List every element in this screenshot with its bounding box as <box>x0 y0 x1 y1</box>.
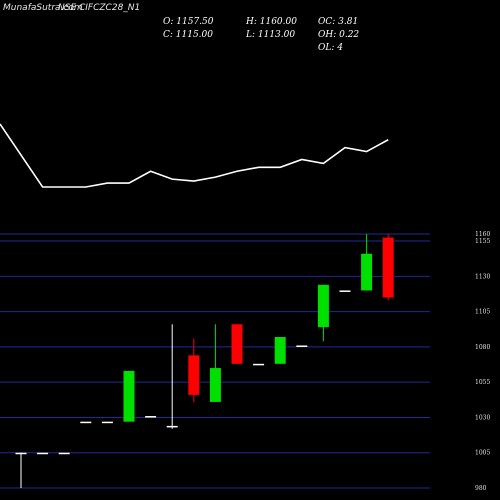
candle-body <box>145 416 157 418</box>
candle-body <box>274 337 286 364</box>
candle <box>58 452 70 455</box>
y-tick-label: 1160 <box>475 231 490 238</box>
candle-body <box>80 421 92 424</box>
candles <box>15 234 394 488</box>
candle <box>296 345 308 347</box>
watermark: MunafaSutra.com <box>3 3 83 13</box>
candle-body <box>101 421 113 424</box>
candle <box>274 337 286 364</box>
y-tick-label: 1030 <box>475 414 490 421</box>
ohlc-high: H: 1160.00 <box>245 17 297 27</box>
candle-body <box>37 452 49 455</box>
y-tick-label: 1005 <box>475 450 490 457</box>
y-tick-label: 1055 <box>475 379 490 386</box>
ohlc-open: O: 1157.50 <box>163 17 214 27</box>
y-tick-label: 1105 <box>475 309 490 316</box>
candle <box>209 324 221 402</box>
candle <box>253 363 265 366</box>
candle <box>339 290 351 292</box>
candle-body <box>339 290 351 292</box>
candle <box>123 370 135 422</box>
candle-body <box>188 355 200 395</box>
candle-body <box>209 368 221 402</box>
symbol-title: NSE CIFCZC28_N1 <box>58 3 140 13</box>
candle-body <box>123 370 135 422</box>
candle-body <box>361 253 373 291</box>
candle <box>361 234 373 291</box>
candle <box>231 324 243 364</box>
y-tick-label: 1155 <box>475 238 490 245</box>
overlay-line <box>0 123 389 188</box>
candle <box>317 284 329 342</box>
y-tick-label: 980 <box>475 485 487 492</box>
candle <box>101 421 113 424</box>
candle <box>382 234 394 301</box>
candle-body <box>166 425 178 428</box>
candle-body <box>15 452 27 455</box>
candle-body <box>317 284 329 328</box>
line-overlay <box>0 123 389 188</box>
ohlc-low: L: 1113.00 <box>245 30 295 40</box>
candle-body <box>253 363 265 366</box>
candle-body <box>296 345 308 347</box>
ohlc-oh: OH: 0.22 <box>318 30 359 40</box>
candle <box>80 421 92 424</box>
ohlc-oc: OC: 3.81 <box>318 17 358 27</box>
candle <box>15 452 27 488</box>
candle <box>145 416 157 418</box>
y-tick-label: 1130 <box>475 273 490 280</box>
candle <box>37 452 49 455</box>
candle-body <box>382 237 394 298</box>
candle <box>166 324 178 429</box>
y-tick-label: 1080 <box>475 344 490 351</box>
candle <box>188 338 200 402</box>
candle-body <box>58 452 70 455</box>
ohlc-ol: OL: 4 <box>318 43 343 53</box>
ohlc-close: C: 1115.00 <box>163 30 213 40</box>
candle-body <box>231 324 243 364</box>
